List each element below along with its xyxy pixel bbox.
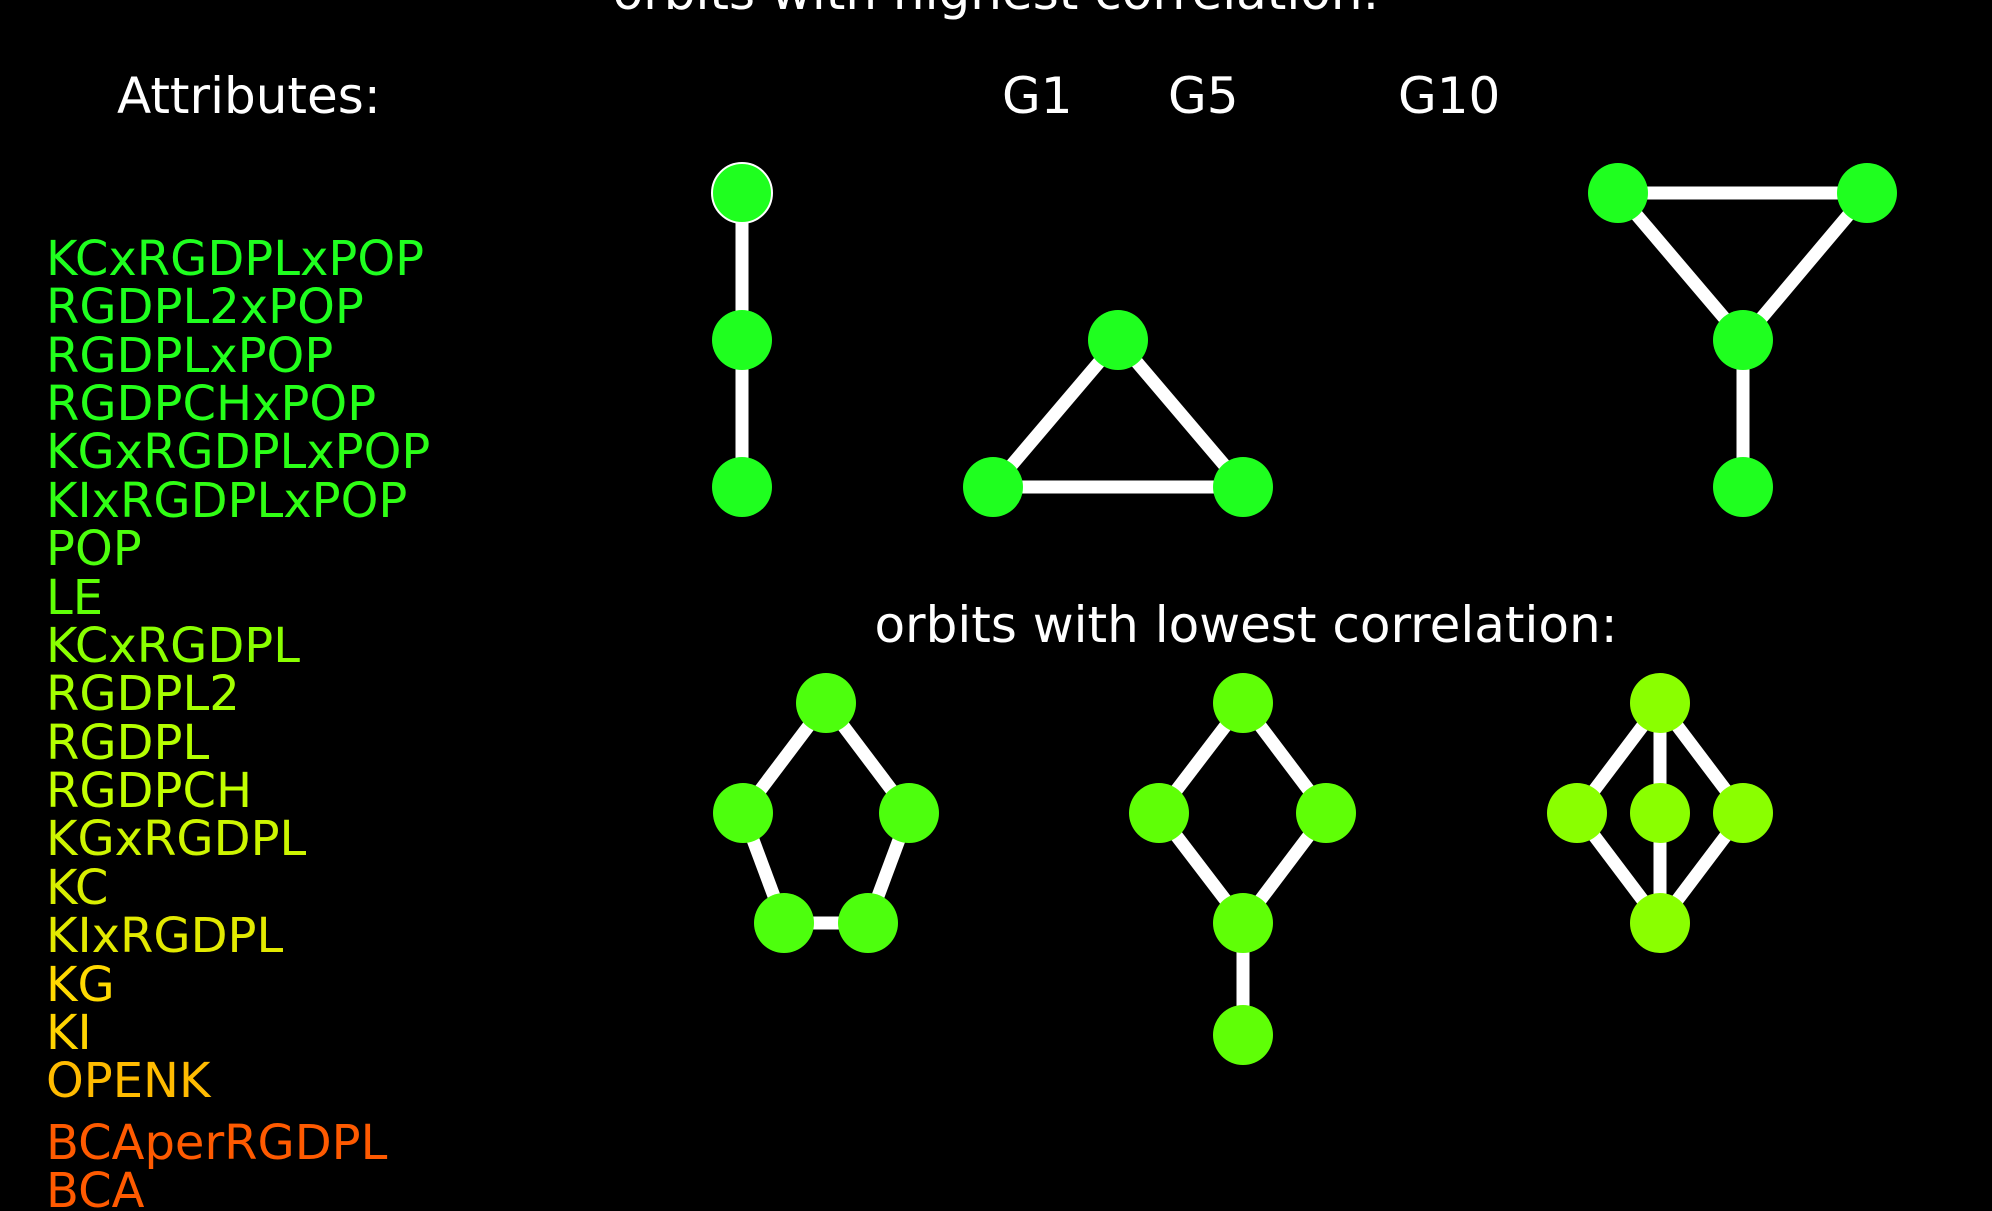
graphlet-triangle	[963, 310, 1273, 517]
attributes-heading: Attributes:	[117, 67, 381, 125]
attribute-item: KGxRGDPLxPOP	[46, 424, 431, 480]
graph-node	[1088, 310, 1148, 370]
graph-node	[1713, 310, 1773, 370]
graph-node	[1129, 783, 1189, 843]
graphlet-kite	[1129, 673, 1356, 1065]
graphlet-path-3	[711, 162, 773, 517]
graph-node	[1213, 673, 1273, 733]
attribute-item: OPENK	[46, 1053, 211, 1109]
attribute-item: BCAperRGDPL	[46, 1115, 388, 1171]
graphlet-cycle-5	[713, 673, 939, 953]
attribute-item: KC	[46, 860, 109, 916]
graphlet-paw	[1588, 163, 1897, 517]
graph-node	[1213, 457, 1273, 517]
attribute-item: RGDPL	[46, 715, 210, 771]
attribute-item: LE	[46, 570, 104, 626]
graphlet-theta	[1547, 673, 1773, 953]
graph-label-g10: G10	[1398, 67, 1501, 125]
graph-node	[1837, 163, 1897, 223]
attribute-item: RGDPLxPOP	[46, 328, 334, 384]
graph-node	[1713, 783, 1773, 843]
attribute-item: RGDPL2	[46, 666, 240, 722]
graph-node	[712, 457, 772, 517]
attribute-item: KIxRGDPL	[46, 908, 284, 964]
attribute-item: KG	[46, 957, 115, 1013]
graph-node	[1213, 893, 1273, 953]
attribute-item: KCxRGDPL	[46, 618, 300, 674]
graph-node	[713, 783, 773, 843]
attribute-item: KCxRGDPLxPOP	[46, 231, 425, 287]
graph-node	[1588, 163, 1648, 223]
graph-node	[963, 457, 1023, 517]
graph-edge	[988, 335, 1123, 492]
attribute-item: KIxRGDPLxPOP	[46, 473, 408, 529]
graph-label-g1: G1	[1002, 67, 1073, 125]
attribute-item: RGDPCH	[46, 763, 253, 819]
attribute-item: KGxRGDPL	[46, 811, 307, 867]
figure-title: orbits with highest correlation:	[0, 0, 1992, 22]
graph-node	[838, 893, 898, 953]
graph-node	[754, 893, 814, 953]
attribute-item: BCA	[46, 1163, 145, 1211]
graph-node	[712, 310, 772, 370]
graph-node	[1630, 893, 1690, 953]
graph-node	[879, 783, 939, 843]
attribute-item: POP	[46, 521, 142, 577]
graph-node	[1213, 1005, 1273, 1065]
graph-node	[1630, 783, 1690, 843]
attribute-item: RGDPL2xPOP	[46, 279, 364, 335]
graph-edge	[1113, 335, 1248, 492]
graph-node	[1296, 783, 1356, 843]
graph-node	[711, 162, 773, 224]
graph-node	[1630, 673, 1690, 733]
attribute-item: KI	[46, 1005, 92, 1061]
graph-edge	[1613, 188, 1748, 345]
graph-edge	[1738, 188, 1872, 345]
graph-label-g5: G5	[1168, 67, 1239, 125]
attribute-item: RGDPCHxPOP	[46, 376, 377, 432]
graph-node	[1713, 457, 1773, 517]
lowest-correlation-heading: orbits with lowest correlation:	[874, 596, 1618, 654]
graph-node	[1547, 783, 1607, 843]
graph-node	[796, 673, 856, 733]
